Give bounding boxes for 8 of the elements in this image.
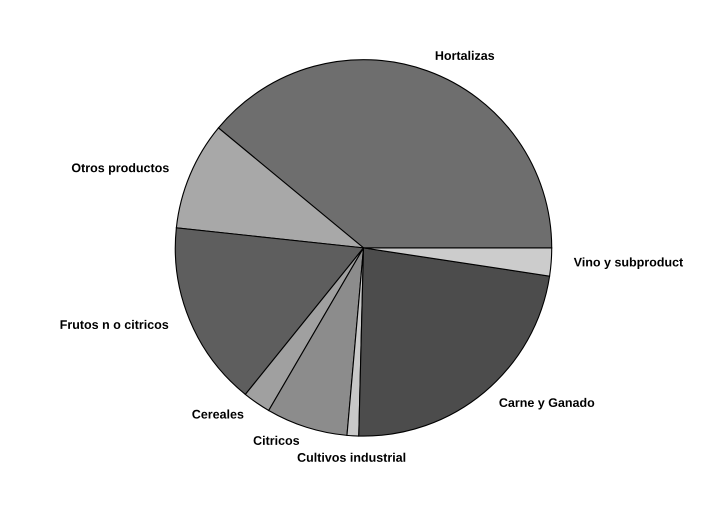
slice-label: Cultivos industrial [298, 452, 406, 462]
slice-label: Hortalizas [436, 50, 494, 60]
slice-label: Citricos [254, 436, 300, 445]
slice-label: Frutos n o citricos [60, 320, 168, 330]
slice-label: Carne y Ganado [499, 398, 594, 410]
slice-label: Otros productos [72, 163, 169, 175]
slice-label: Cereales [192, 409, 244, 419]
slice-label: Vino y subproduct [574, 257, 684, 270]
